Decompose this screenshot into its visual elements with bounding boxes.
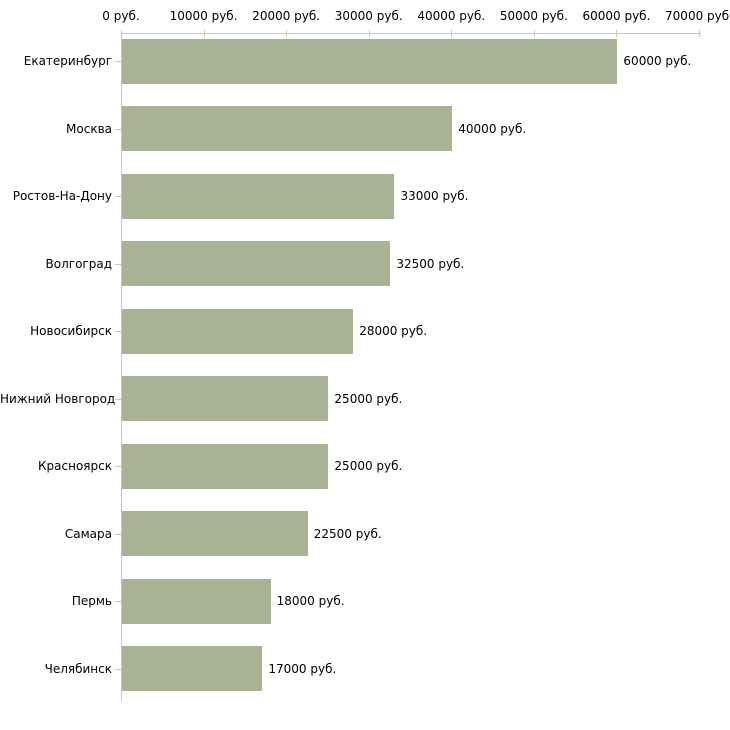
category-label: Нижний Новгород [0,391,116,406]
x-tick-label: 60000 руб. [582,9,651,23]
bar-value-label: 28000 руб. [359,324,428,338]
y-tick-mark [115,533,121,535]
x-tick-label: 70000 руб. [665,9,730,23]
x-tick-mark [203,30,205,37]
y-tick-mark [115,398,121,400]
x-tick-mark [616,30,618,37]
bar [122,376,329,421]
bar [122,511,308,556]
y-tick-mark [115,601,121,602]
x-tick-mark [368,30,370,37]
bar-value-label: 17000 руб. [268,661,337,676]
bar-value-label: 60000 руб. [623,54,692,68]
bar-value-label: 25000 руб. [334,391,403,406]
x-tick-mark [699,30,700,37]
bar [122,173,395,219]
y-tick-mark [115,668,121,670]
bar [122,241,391,286]
y-tick-mark [115,331,121,332]
y-axis-line [121,33,122,701]
bar [122,646,263,691]
category-label: Екатеринбург [23,54,112,68]
x-tick-label: 10000 руб. [169,9,238,23]
bar-value-label: 18000 руб. [276,594,345,608]
x-tick-mark [286,30,288,37]
x-tick-label: 50000 руб. [499,9,568,23]
bar-value-label: 40000 руб. [458,121,527,136]
x-tick-mark [121,30,122,37]
y-tick-mark [115,466,121,467]
x-tick-label: 20000 руб. [252,9,321,23]
bar [122,38,618,84]
category-label: Волгоград [45,256,112,271]
bar-value-label: 32500 руб. [396,256,465,271]
y-tick-mark [115,61,121,62]
bar [122,308,354,354]
x-tick-label: 40000 руб. [417,9,486,23]
category-label: Москва [66,121,112,136]
x-tick-mark [533,30,535,37]
x-tick-mark [451,30,453,37]
bar [122,578,271,624]
category-label: Новосибирск [30,324,112,338]
x-axis-line [121,33,701,34]
bar [122,106,453,151]
bar-value-label: 25000 руб. [334,459,403,473]
x-tick-label: 30000 руб. [334,9,403,23]
category-label: Красноярск [38,459,112,473]
bar-value-label: 33000 руб. [400,189,469,203]
category-label: Самара [64,526,112,541]
y-tick-mark [115,128,121,130]
y-tick-mark [115,263,121,265]
bar-value-label: 22500 руб. [313,526,382,541]
category-label: Пермь [71,594,112,608]
category-label: Челябинск [44,661,112,676]
category-label: Ростов-На-Дону [12,189,112,203]
bar [122,443,329,489]
x-tick-label: 0 руб. [102,9,140,23]
y-tick-mark [115,196,121,197]
